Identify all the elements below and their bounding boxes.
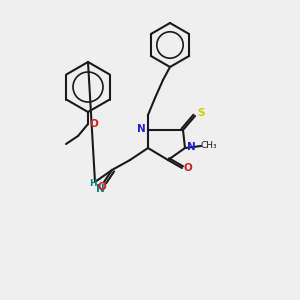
Text: N: N xyxy=(136,124,146,134)
Text: H: H xyxy=(89,179,97,188)
Text: N: N xyxy=(96,184,104,194)
Text: O: O xyxy=(98,182,106,192)
Text: S: S xyxy=(197,108,205,118)
Text: O: O xyxy=(90,119,98,129)
Text: CH₃: CH₃ xyxy=(201,140,217,149)
Text: O: O xyxy=(184,163,192,173)
Text: N: N xyxy=(187,142,195,152)
